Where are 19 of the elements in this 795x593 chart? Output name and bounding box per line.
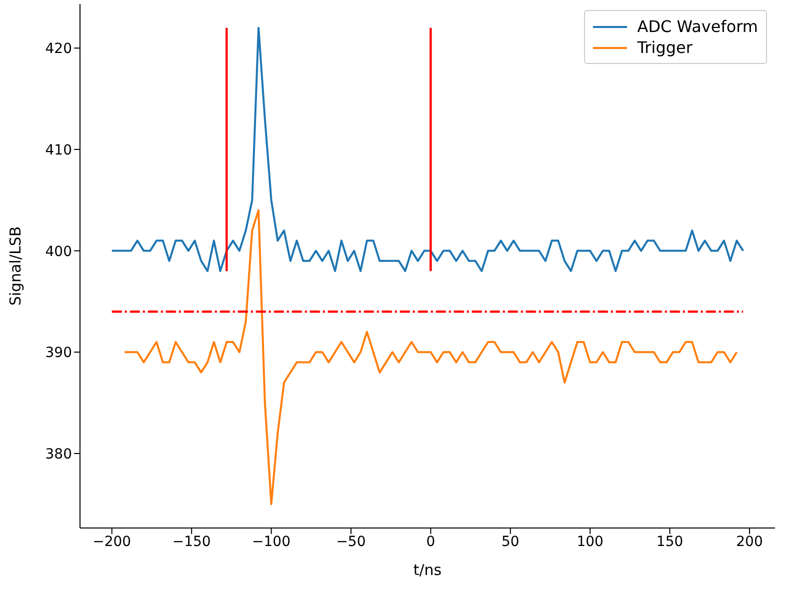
y-tick-label: 380 — [45, 446, 72, 462]
y-tick-label: 400 — [45, 244, 72, 260]
x-tick-label: −200 — [92, 534, 132, 550]
x-tick-label: 150 — [656, 534, 684, 550]
y-axis-title: Signal/LSB — [6, 226, 24, 306]
x-tick-label: 50 — [501, 534, 520, 550]
x-tick-label: −100 — [252, 534, 291, 550]
legend-label: ADC Waveform — [637, 17, 758, 36]
x-tick-label: 100 — [576, 534, 604, 550]
y-tick-label: 420 — [45, 41, 72, 58]
x-tick-label: 200 — [736, 534, 763, 550]
line-series — [124, 209, 738, 506]
x-tick-label: 0 — [426, 534, 436, 550]
y-tick-label: 410 — [45, 142, 72, 158]
x-tick-label: −150 — [172, 534, 211, 550]
legend-label: Trigger — [637, 38, 692, 57]
x-axis-title: t/ns — [413, 561, 442, 579]
y-tick-label: 390 — [45, 345, 72, 362]
x-tick-label: −50 — [336, 534, 366, 550]
